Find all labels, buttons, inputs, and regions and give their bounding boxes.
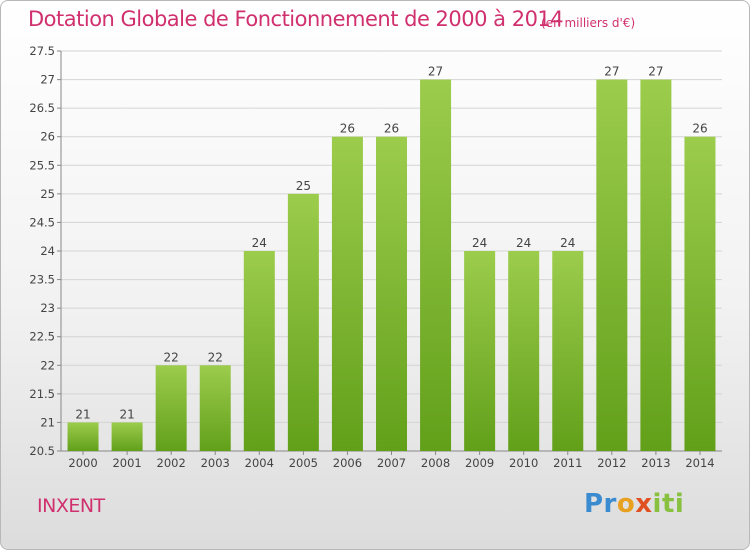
bar-2004 <box>243 251 275 451</box>
y-tick-label: 26 <box>40 130 55 144</box>
x-tick-label-2010: 2010 <box>509 456 538 470</box>
bar-2005 <box>287 193 319 451</box>
data-label-2012: 27 <box>604 65 619 79</box>
y-tick-label: 21 <box>40 415 55 429</box>
x-tick-labels: 2000 2001 2002 2003 2004 2005 2006 2007 2008 2009… <box>68 451 715 470</box>
commune-name: INXENT <box>37 495 105 517</box>
y-tick-label: 23 <box>40 301 55 315</box>
bar-2006 <box>331 136 363 451</box>
x-tick-label-2003: 2003 <box>201 456 230 470</box>
x-tick-label-2007: 2007 <box>377 456 406 470</box>
bar-2011 <box>552 251 584 451</box>
x-tick-label-2002: 2002 <box>157 456 186 470</box>
bar-2001 <box>111 422 143 451</box>
data-label-2000: 21 <box>75 407 90 421</box>
y-tick-label: 20.5 <box>29 444 55 458</box>
y-tick-labels: 20.5 21 21.5 22 22.5 23 23.5 24 24.5 25 25.5 26 26.5… <box>29 44 55 458</box>
chart-unit: (en milliers d'€) <box>541 16 636 30</box>
data-labels: 21 21 22 22 24 25 26 26 27 24 24 24 27 27 26 <box>75 65 707 422</box>
bar-2014 <box>684 136 716 451</box>
x-tick-label-2011: 2011 <box>553 456 582 470</box>
data-label-2002: 22 <box>164 350 179 364</box>
y-tick-label: 23.5 <box>29 273 55 287</box>
data-label-2013: 27 <box>648 65 663 79</box>
x-tick-label-2013: 2013 <box>641 456 670 470</box>
x-tick-label-2001: 2001 <box>112 456 141 470</box>
bar-2008 <box>420 79 452 452</box>
data-label-2009: 24 <box>472 236 487 250</box>
bar-2012 <box>596 79 628 452</box>
data-label-2007: 26 <box>384 122 399 136</box>
y-tick-label: 27.5 <box>29 44 55 58</box>
y-tick-label: 26.5 <box>29 101 55 115</box>
x-tick-label-2014: 2014 <box>685 456 714 470</box>
y-tick-label: 21.5 <box>29 387 55 401</box>
x-tick-label-2006: 2006 <box>333 456 362 470</box>
bar-2007 <box>376 136 407 451</box>
bars <box>67 79 716 452</box>
x-tick-label-2008: 2008 <box>421 456 450 470</box>
x-tick-label-2012: 2012 <box>597 456 626 470</box>
y-tick-label: 24 <box>40 244 55 258</box>
y-tick-label: 25.5 <box>29 158 55 172</box>
y-tick-label: 22.5 <box>29 330 55 344</box>
data-label-2001: 21 <box>119 407 134 421</box>
data-label-2005: 25 <box>296 179 311 193</box>
x-tick-label-2005: 2005 <box>289 456 318 470</box>
bar-2003 <box>199 365 231 451</box>
bar-2000 <box>67 422 99 451</box>
y-tick-label: 24.5 <box>29 215 55 229</box>
x-tick-label-2000: 2000 <box>68 456 97 470</box>
proxiti-logo: Proxiti <box>584 489 685 519</box>
bar-2013 <box>640 79 672 452</box>
x-tick-label-2009: 2009 <box>465 456 494 470</box>
data-label-2011: 24 <box>560 236 575 250</box>
x-tick-label-2004: 2004 <box>245 456 274 470</box>
data-label-2014: 26 <box>692 122 707 136</box>
chart-title: Dotation Globale de Fonctionnement de 20… <box>28 7 564 31</box>
data-label-2008: 27 <box>428 65 443 79</box>
data-label-2003: 22 <box>208 350 223 364</box>
y-tick-label: 22 <box>40 358 55 372</box>
bar-2010 <box>508 251 540 451</box>
bar-2002 <box>155 365 187 451</box>
data-label-2010: 24 <box>516 236 531 250</box>
data-label-2006: 26 <box>340 122 355 136</box>
data-label-2004: 24 <box>252 236 267 250</box>
y-tick-label: 27 <box>40 73 55 87</box>
bar-2009 <box>464 251 496 451</box>
y-tick-label: 25 <box>40 187 55 201</box>
